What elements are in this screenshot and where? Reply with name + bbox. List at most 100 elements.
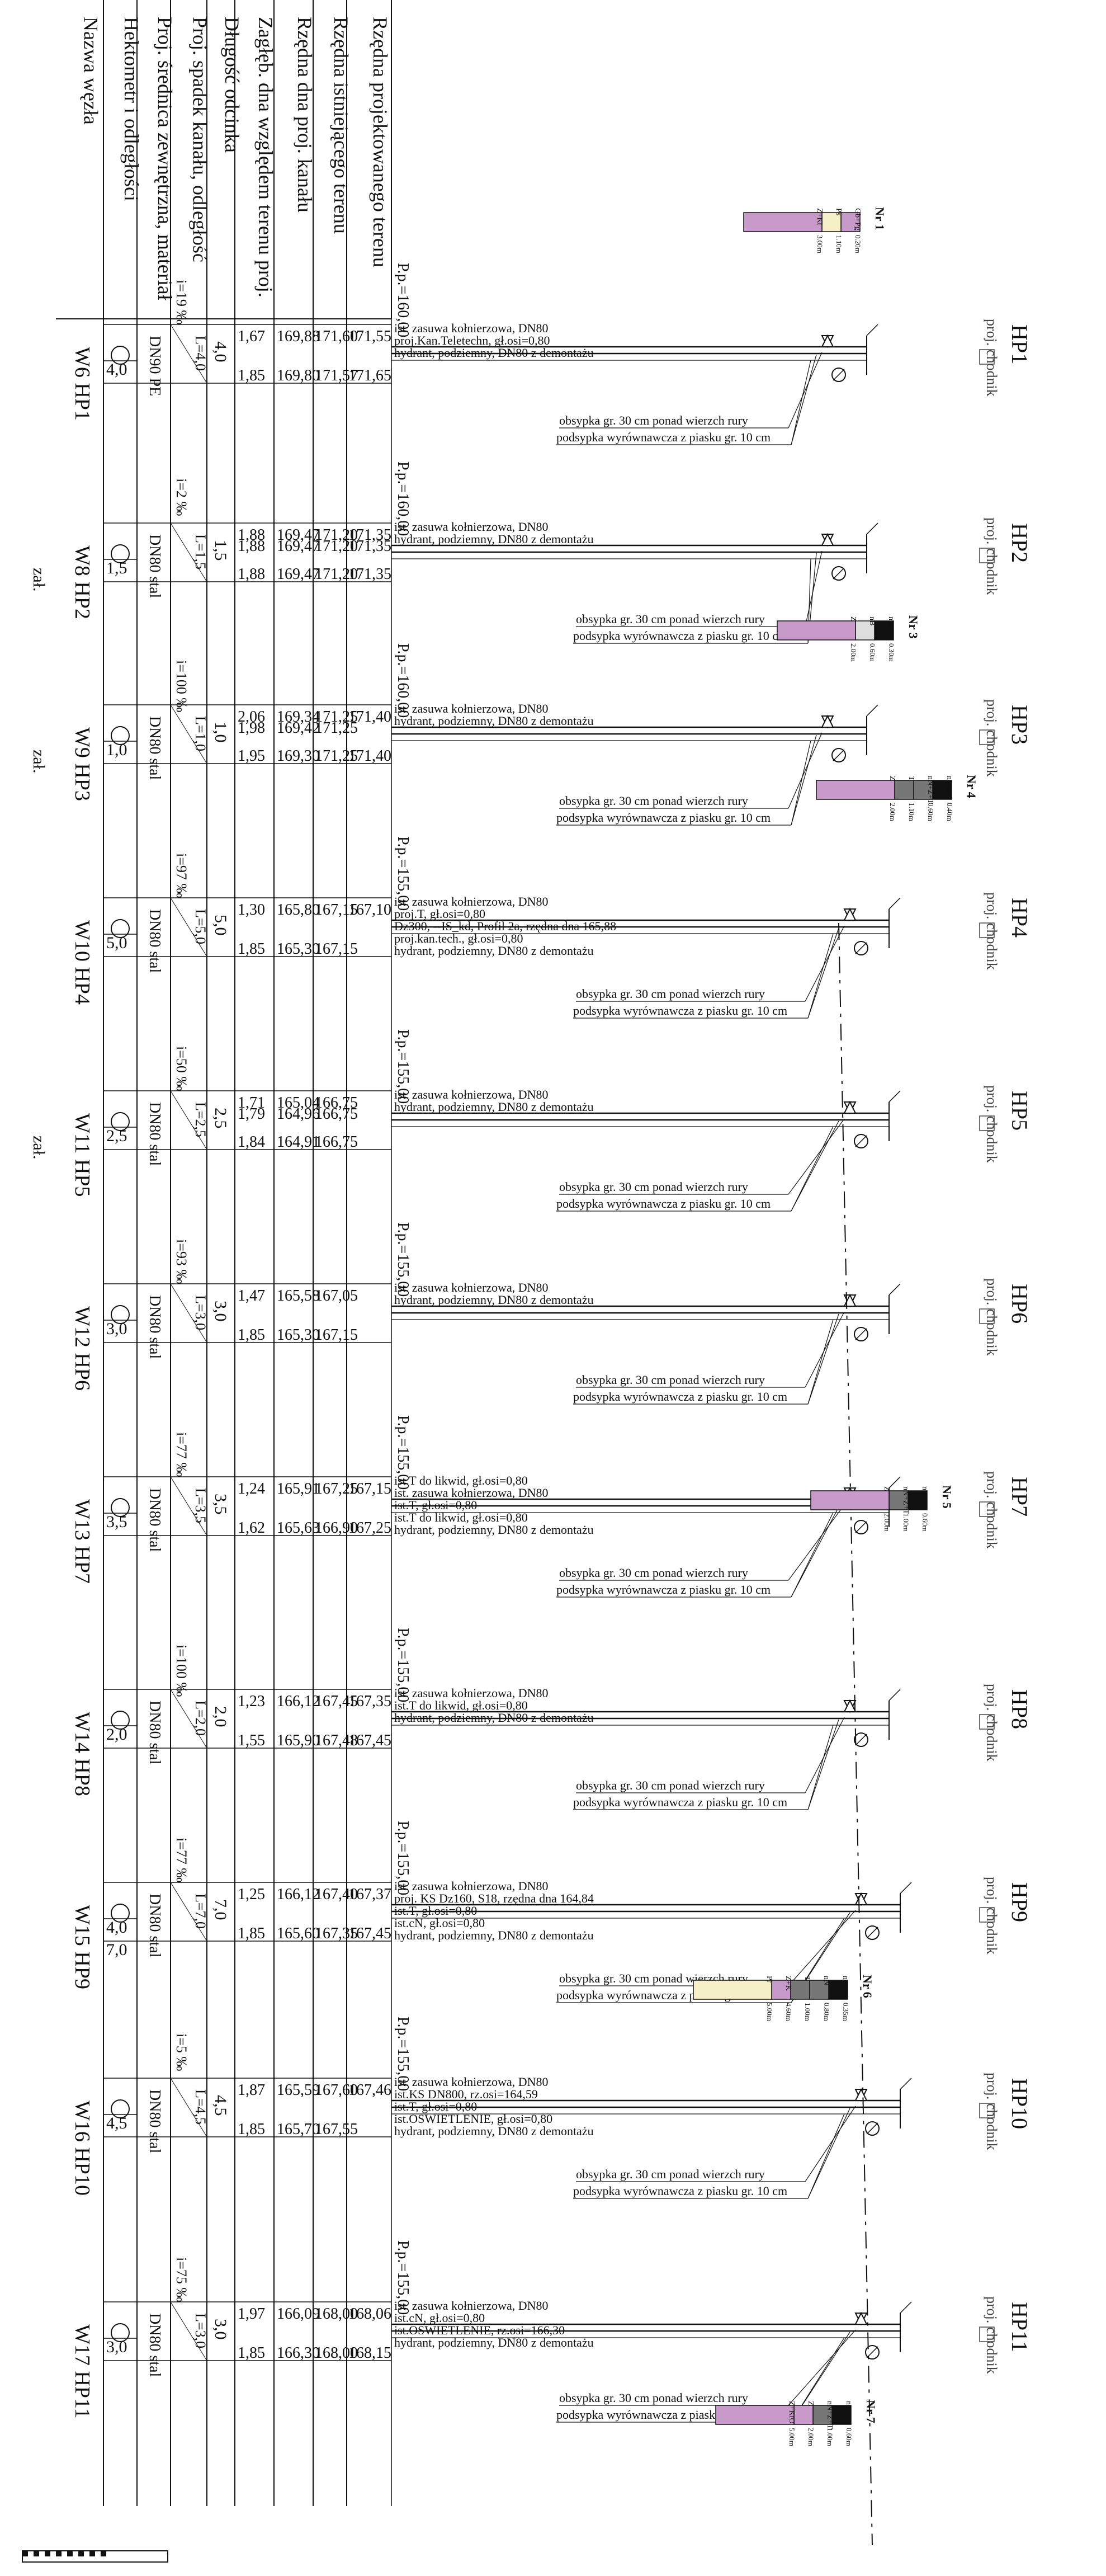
utility-note: ist. zasuwa kołnierzowa, DN80 — [394, 2075, 549, 2089]
col-dno-value: 169,30 — [277, 747, 320, 765]
pp-datum: P.p.=155,00 — [394, 836, 412, 911]
borehole-layer — [809, 1980, 829, 2000]
profile-table-body: W6 HP1 4,0 DN90 PEi=19 ‰L=4,0 4,01,671,8516… — [30, 280, 392, 2506]
callout-obsypka: obsypka gr. 30 cm ponad wierzch rury — [559, 413, 748, 427]
valve-icon-b — [854, 1892, 868, 1905]
col-proj-value: 171,35 — [348, 566, 391, 583]
node-name: W15 HP9 — [70, 1905, 94, 1989]
dlugosc-odcinka: 3,0 — [211, 1301, 230, 1322]
hektometr-value: 4,5 — [106, 2114, 127, 2132]
odleglosc: L=3,5 — [192, 1488, 209, 1523]
pp-datum: P.p.=155,00 — [394, 1222, 412, 1297]
layer-code: nN+Z+T — [926, 776, 934, 804]
borehole-layer — [777, 620, 856, 641]
layer-depth: 1.00m — [826, 2428, 834, 2446]
utility-note: proj.T, gł.osi=0,80 — [394, 907, 485, 921]
hydrant-label: HP5 — [1007, 1091, 1032, 1131]
hydrant-label: HP10 — [1007, 2078, 1032, 2129]
col-dno-value: 165,59 — [277, 2081, 320, 2099]
borehole-2: Nr 3 nasyp 0.30m nB 0.60m Z 2.00m — [777, 615, 920, 662]
layer-depth: 2.00m — [807, 2428, 815, 2446]
borehole-3: Nr 4 nasyp 0.40m nN+Z+T0.60m T 1.10m Z 2.00m — [816, 775, 979, 821]
scale-bar — [22, 2550, 168, 2563]
row-header-2: Rzędna istniejącego terenu — [330, 17, 352, 234]
right-label-proj: proj. — [984, 1085, 1000, 1112]
col-zag-value: 1,85 — [238, 2121, 265, 2138]
dlugosc-odcinka: 2,0 — [211, 1706, 230, 1727]
col-zag-value: 1,55 — [238, 1732, 265, 1749]
right-label-chodnik: chodnik — [984, 1502, 1000, 1549]
layer-code: Pr — [765, 1976, 773, 1983]
spadek: i=77 ‰ — [173, 1432, 190, 1477]
col-proj-value: 167,45 — [348, 1925, 391, 1942]
layer-code: nB — [868, 616, 876, 625]
hydrant-label: HP9 — [1007, 1882, 1032, 1922]
borehole-title: Nr 4 — [965, 775, 979, 798]
col-dno-value: 169,88 — [277, 328, 320, 345]
node-name: W10 HP4 — [70, 920, 94, 1005]
col-ist-value: 166,75 — [315, 1094, 358, 1112]
layer-depth: 0.80m — [823, 2003, 831, 2021]
material: DN80 stal — [146, 534, 163, 599]
col-proj-value: 167,25 — [348, 1519, 391, 1537]
right-label-chodnik: chodnik — [984, 1309, 1000, 1356]
col-ist-value: 166,75 — [315, 1105, 358, 1123]
spadek: i=75 ‰ — [173, 2257, 190, 2302]
col-dno-value: 166,12 — [277, 1693, 320, 1710]
utility-note: proj.Kan.Teletechn, gł.osi=0,80 — [394, 333, 550, 347]
node-circle — [111, 2099, 130, 2118]
valve-icon-b — [843, 1100, 857, 1114]
col-zag-value: 1,71 — [238, 1094, 265, 1112]
scale-bar-tick-7 — [101, 2551, 106, 2556]
col-proj-value: 171,35 — [348, 538, 391, 555]
col-dno-value: 165,04 — [277, 1094, 320, 1112]
hektometr-value: 1,5 — [106, 559, 127, 577]
borehole-legends: Nr 1 Gb+Pg 0.20m Ps 1.10m Z+Kt 3.00m Nr 3 nasyp 0… — [693, 207, 979, 2446]
col-zag-value: 1,97 — [238, 2305, 265, 2323]
utility-note: hydrant, podziemny, DN80 z demontażu — [394, 944, 594, 958]
row-header-1: Rzędna projektowanego terenu — [369, 17, 391, 267]
col-zag-value: 1,85 — [238, 940, 265, 958]
node-circle — [111, 346, 130, 365]
utility-note: hydrant, podziemny, DN80 z demontażu — [394, 1100, 594, 1114]
layer-depth: 5.00m — [788, 2428, 796, 2446]
callout-obsypka: obsypka gr. 30 cm ponad wierzch rury — [559, 1180, 748, 1194]
col-dno-value: 165,30 — [277, 940, 320, 958]
col-dno-value: 169,47 — [277, 566, 320, 583]
chodnik-box — [979, 548, 995, 563]
borehole-6: Nr 7 nasyp 0.60m nN+Z+T1.00m Z 2.00m Z+KtO 5.00… — [715, 2400, 878, 2446]
pp-datum: P.p.=155,00 — [394, 1628, 412, 1702]
pp-datum: P.p.=155,00 — [394, 1821, 412, 1895]
layer-depth: 0.60m — [921, 1513, 929, 1532]
dlugosc-odcinka: 4,0 — [211, 341, 230, 362]
col-proj-value: 171,55 — [348, 328, 391, 345]
right-label-proj: proj. — [984, 2073, 1000, 2099]
col-zag-value: 1,47 — [238, 1287, 265, 1305]
col-zag-value: 1,87 — [238, 2081, 265, 2099]
utility-note: hydrant, podziemny, DN80 z demontażu — [394, 1293, 594, 1307]
col-zag-value: 1,25 — [238, 1886, 265, 1903]
pp-datum: P.p.=155,00 — [394, 1029, 412, 1104]
row-header-5: Długość odcinka — [221, 17, 243, 153]
scale-bar-tick-1 — [34, 2551, 39, 2556]
col-zag-value: 1,88 — [238, 566, 265, 583]
col-zag-value: 1,62 — [238, 1519, 265, 1537]
layer-code: nN+Z+T — [825, 2401, 834, 2429]
right-label-proj: proj. — [984, 1877, 1000, 1904]
borehole-layer — [793, 2405, 814, 2425]
callout-podsypka: podsypka wyrównawcza z piasku gr. 10 cm — [573, 629, 787, 643]
utility-note: ist. zasuwa kołnierzowa, DN80 — [394, 1686, 549, 1700]
row-header-4: Zagłęb. dna względem terenu proj. — [254, 17, 277, 298]
layer-code: Ps — [834, 208, 843, 215]
valve-icon-b — [843, 907, 857, 921]
chodnik-box — [979, 922, 995, 938]
valve-icon-b — [843, 1699, 857, 1712]
right-label-proj: proj. — [984, 319, 1000, 346]
